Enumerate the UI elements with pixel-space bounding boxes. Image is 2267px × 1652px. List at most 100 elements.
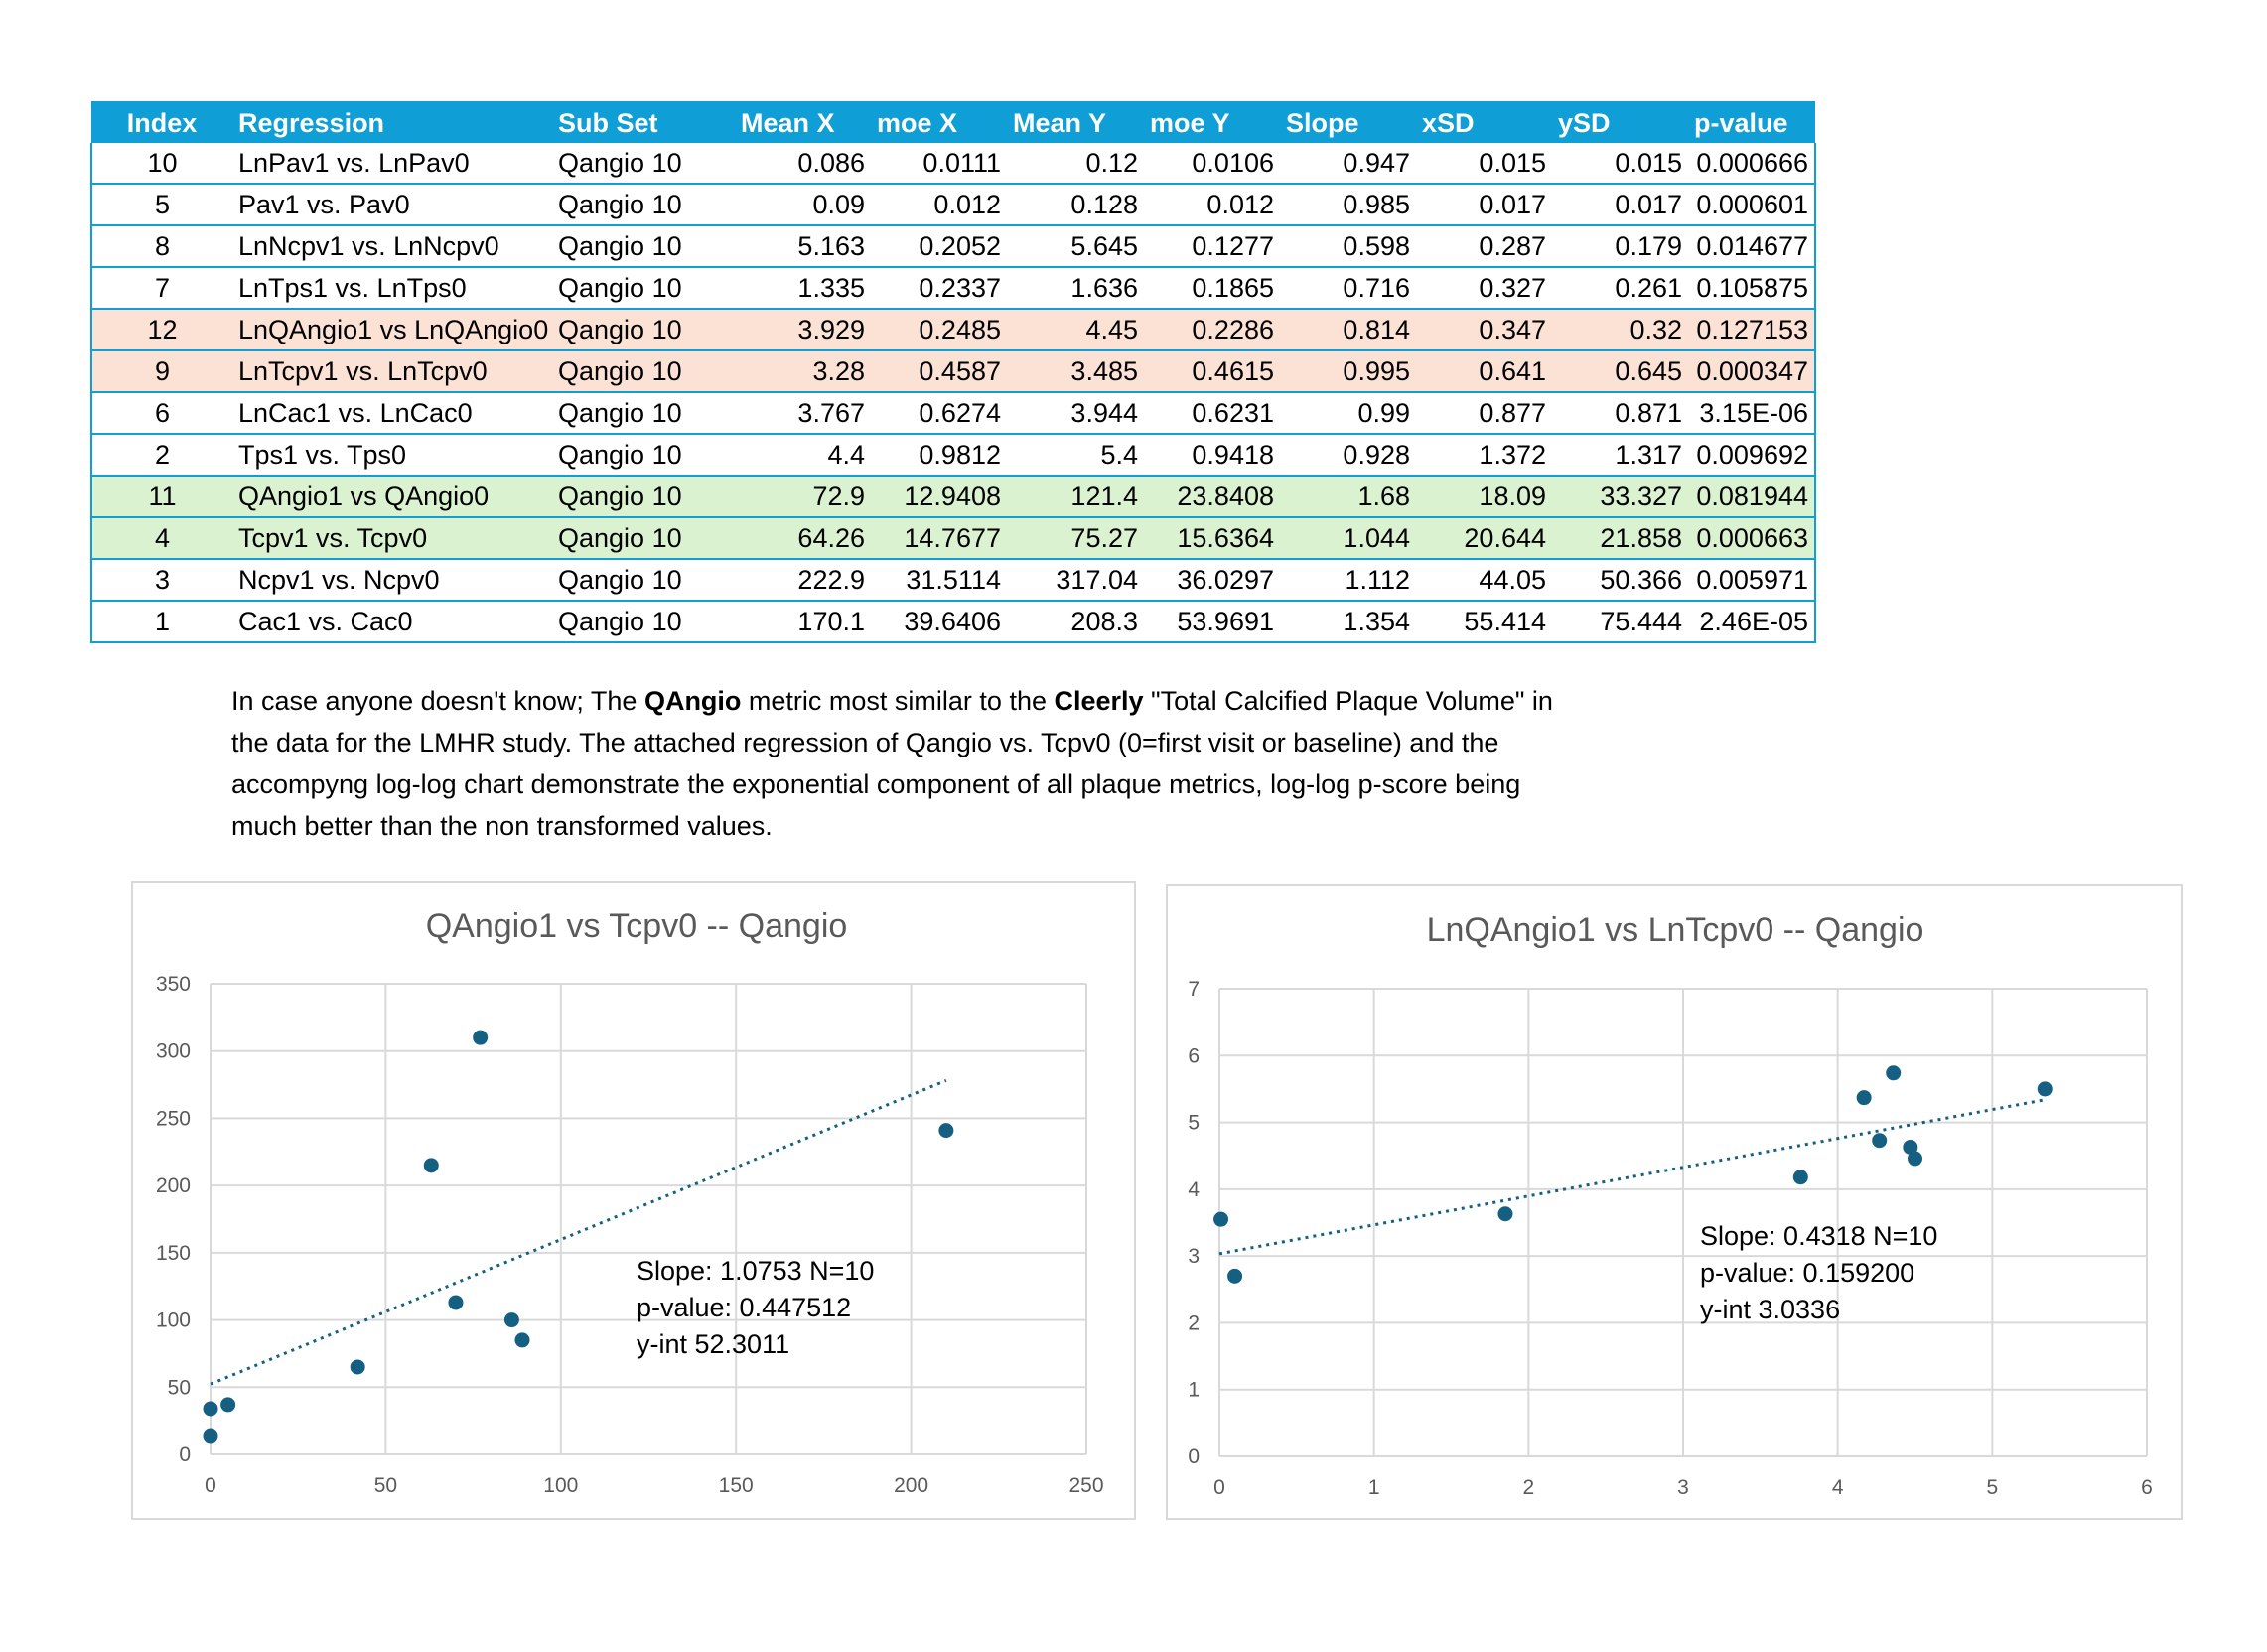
- cell-moe-x: 39.6406: [871, 601, 1007, 643]
- y-tick-label: 1: [1188, 1379, 1200, 1402]
- x-tick-label: 0: [205, 1474, 216, 1497]
- cell-moe-y: 53.9691: [1144, 601, 1280, 643]
- cell-slope: 1.044: [1280, 517, 1416, 560]
- table-body: 10 LnPav1 vs. LnPav0 Qangio 10 0.086 0.0111 0…: [90, 143, 1816, 643]
- x-tick-label: 3: [1677, 1476, 1689, 1499]
- data-point: [2037, 1081, 2053, 1097]
- data-point: [1908, 1151, 1922, 1167]
- cell-moe-x: 0.9812: [871, 434, 1007, 477]
- cell-moe-y: 15.6364: [1144, 517, 1280, 560]
- cell-subset: Qangio 10: [552, 392, 735, 435]
- y-tick-label: 100: [156, 1309, 191, 1332]
- cell-xsd: 1.372: [1416, 434, 1552, 477]
- regression-annotation: p-value: 0.159200: [1700, 1258, 1914, 1288]
- cell-moe-y: 0.9418: [1144, 434, 1280, 477]
- chart-svg: LnQAngio1 vs LnTcpv0 -- Qangio 0 1 2 3 4 5 6 7 0 1…: [1188, 911, 2153, 1499]
- data-point: [448, 1295, 464, 1310]
- header-subset: Sub Set: [552, 101, 735, 143]
- cell-slope: 0.995: [1280, 350, 1416, 393]
- cell-regression: Tcpv1 vs. Tcpv0: [232, 517, 552, 560]
- cell-subset: Qangio 10: [552, 434, 735, 477]
- regression-annotation: y-int 3.0336: [1700, 1295, 1840, 1324]
- cell-mean-y: 317.04: [1007, 559, 1144, 602]
- y-tick-label: 2: [1188, 1311, 1200, 1334]
- cell-subset: Qangio 10: [552, 184, 735, 226]
- y-tick-label: 0: [1188, 1446, 1200, 1468]
- x-tick-label: 50: [374, 1474, 397, 1497]
- cell-regression: Cac1 vs. Cac0: [232, 601, 552, 643]
- x-tick-label: 100: [543, 1474, 578, 1497]
- note-line-2: the data for the LMHR study. The attache…: [231, 728, 1499, 757]
- cell-mean-y: 0.12: [1007, 143, 1144, 185]
- y-tick-label: 50: [168, 1376, 191, 1399]
- table-row: 6 LnCac1 vs. LnCac0 Qangio 10 3.767 0.6274 3.…: [90, 392, 1816, 435]
- trendline: [1218, 1098, 2046, 1256]
- cell-mean-y: 4.45: [1007, 309, 1144, 351]
- data-point: [203, 1428, 218, 1444]
- x-tick-label: 6: [2141, 1476, 2153, 1499]
- cell-mean-y: 5.645: [1007, 225, 1144, 268]
- cell-regression: LnTps1 vs. LnTps0: [232, 267, 552, 310]
- x-tick-label: 4: [1832, 1476, 1844, 1499]
- cell-moe-y: 0.1865: [1144, 267, 1280, 310]
- cell-mean-x: 4.4: [735, 434, 871, 477]
- y-tick-label: 7: [1188, 978, 1200, 1001]
- y-tick-label: 200: [156, 1174, 191, 1197]
- cell-mean-x: 64.26: [735, 517, 871, 560]
- cell-xsd: 18.09: [1416, 476, 1552, 518]
- note-line-3: accompyng log-log chart demonstrate the …: [231, 769, 1521, 799]
- cell-regression: LnCac1 vs. LnCac0: [232, 392, 552, 435]
- cell-regression: LnPav1 vs. LnPav0: [232, 143, 552, 185]
- scatter-chart-qangio-vs-tcpv: QAngio1 vs Tcpv0 -- Qangio 0 50 100 150 200 25…: [131, 881, 1136, 1520]
- cell-p-value: 0.105875: [1688, 267, 1816, 310]
- y-tick-label: 3: [1188, 1245, 1200, 1268]
- chart-title: QAngio1 vs Tcpv0 -- Qangio: [426, 907, 848, 945]
- cell-moe-x: 0.0111: [871, 143, 1007, 185]
- cell-moe-x: 0.2485: [871, 309, 1007, 351]
- cell-xsd: 20.644: [1416, 517, 1552, 560]
- cell-regression: Pav1 vs. Pav0: [232, 184, 552, 226]
- y-tick-label: 4: [1188, 1178, 1200, 1201]
- trendline: [210, 1078, 947, 1386]
- data-point: [1497, 1206, 1513, 1222]
- data-point: [1213, 1211, 1229, 1227]
- cell-moe-y: 36.0297: [1144, 559, 1280, 602]
- y-tick-label: 300: [156, 1040, 191, 1063]
- cell-subset: Qangio 10: [552, 476, 735, 518]
- cell-subset: Qangio 10: [552, 559, 735, 602]
- table-row: 2 Tps1 vs. Tps0 Qangio 10 4.4 0.9812 5.4 0.941…: [90, 434, 1816, 477]
- cell-mean-y: 5.4: [1007, 434, 1144, 477]
- cell-ysd: 0.645: [1552, 350, 1688, 393]
- cell-index: 7: [90, 267, 232, 310]
- cell-moe-x: 0.4587: [871, 350, 1007, 393]
- cell-slope: 1.112: [1280, 559, 1416, 602]
- header-regression: Regression: [232, 101, 552, 143]
- cell-slope: 1.354: [1280, 601, 1416, 643]
- header-index: Index: [91, 101, 232, 143]
- header-slope: Slope: [1280, 101, 1416, 143]
- cell-xsd: 44.05: [1416, 559, 1552, 602]
- data-point: [1856, 1090, 1872, 1106]
- cell-xsd: 0.641: [1416, 350, 1552, 393]
- cell-regression: Tps1 vs. Tps0: [232, 434, 552, 477]
- cell-regression: LnNcpv1 vs. LnNcpv0: [232, 225, 552, 268]
- header-moe-x: moe X: [871, 101, 1007, 143]
- cell-index: 3: [90, 559, 232, 602]
- x-tick-label: 150: [719, 1474, 754, 1497]
- cell-p-value: 0.127153: [1688, 309, 1816, 351]
- cell-p-value: 0.000347: [1688, 350, 1816, 393]
- cell-slope: 0.928: [1280, 434, 1416, 477]
- cell-ysd: 0.261: [1552, 267, 1688, 310]
- data-point: [1872, 1133, 1888, 1149]
- table-row: 7 LnTps1 vs. LnTps0 Qangio 10 1.335 0.2337 1.…: [90, 267, 1816, 310]
- cell-moe-y: 0.4615: [1144, 350, 1280, 393]
- cell-moe-y: 0.6231: [1144, 392, 1280, 435]
- data-point: [514, 1332, 530, 1348]
- cell-moe-y: 0.0106: [1144, 143, 1280, 185]
- cell-mean-y: 121.4: [1007, 476, 1144, 518]
- table-row: 1 Cac1 vs. Cac0 Qangio 10 170.1 39.6406 208.3…: [90, 601, 1816, 643]
- cell-subset: Qangio 10: [552, 517, 735, 560]
- cell-regression: QAngio1 vs QAngio0: [232, 476, 552, 518]
- explanatory-note: In case anyone doesn't know; The QAngio …: [231, 680, 1602, 847]
- cell-index: 5: [90, 184, 232, 226]
